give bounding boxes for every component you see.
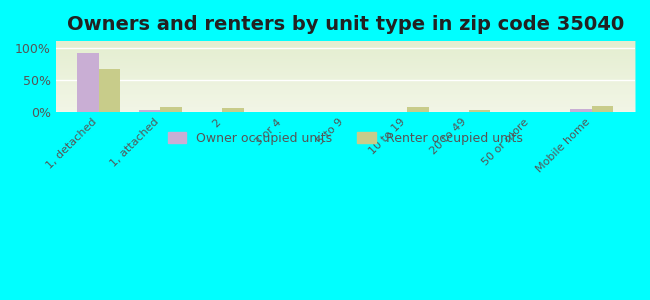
Bar <box>99 69 120 112</box>
Bar <box>222 107 244 112</box>
Bar <box>407 107 428 112</box>
Bar <box>77 53 99 112</box>
Bar <box>570 110 592 112</box>
Title: Owners and renters by unit type in zip code 35040: Owners and renters by unit type in zip c… <box>67 15 624 34</box>
Legend: Owner occupied units, Renter occupied units: Owner occupied units, Renter occupied un… <box>162 127 528 150</box>
Bar <box>139 110 161 112</box>
Bar <box>592 106 614 112</box>
Bar <box>161 107 182 112</box>
Bar <box>469 110 490 112</box>
